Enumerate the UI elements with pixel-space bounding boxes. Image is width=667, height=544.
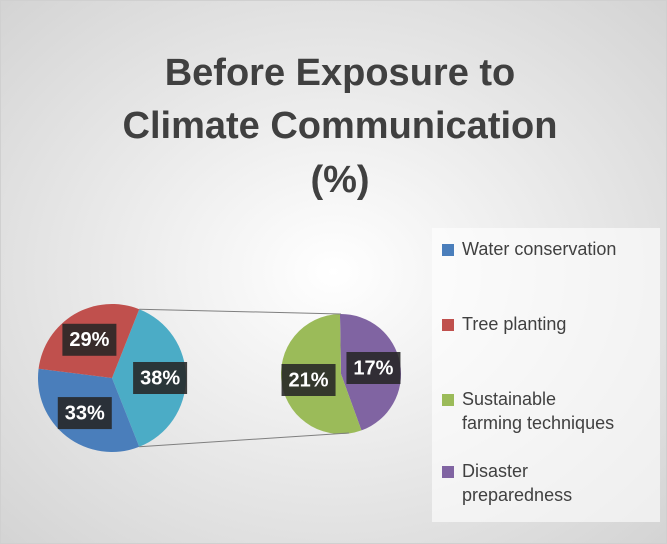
- chart-title: Before Exposure to: [165, 52, 516, 94]
- data-label-box: [62, 323, 117, 356]
- data-label: 38%: [140, 367, 180, 389]
- data-label: 29%: [69, 329, 109, 351]
- legend-label: Tree planting: [462, 314, 566, 334]
- data-label-box: [57, 397, 112, 430]
- data-label: 21%: [289, 369, 329, 391]
- legend-swatch: [442, 394, 454, 406]
- chart-title: Climate Communication: [123, 105, 558, 147]
- legend-label: Sustainable farming techniques: [462, 389, 614, 433]
- data-label-box: [281, 363, 336, 396]
- legend-swatch: [442, 244, 454, 256]
- legend-label: Water conservation: [462, 239, 616, 259]
- data-label: 33%: [65, 402, 105, 424]
- legend-label: Disaster preparedness: [462, 461, 572, 505]
- legend-swatch: [442, 466, 454, 478]
- data-label: 17%: [353, 357, 393, 379]
- data-label-box: [133, 362, 188, 394]
- connector: [139, 308, 342, 315]
- legend-box: [432, 228, 660, 522]
- chart-title: (%): [310, 159, 369, 201]
- legend-swatch: [442, 319, 454, 331]
- data-label-box: [346, 352, 401, 385]
- connector: [139, 432, 350, 448]
